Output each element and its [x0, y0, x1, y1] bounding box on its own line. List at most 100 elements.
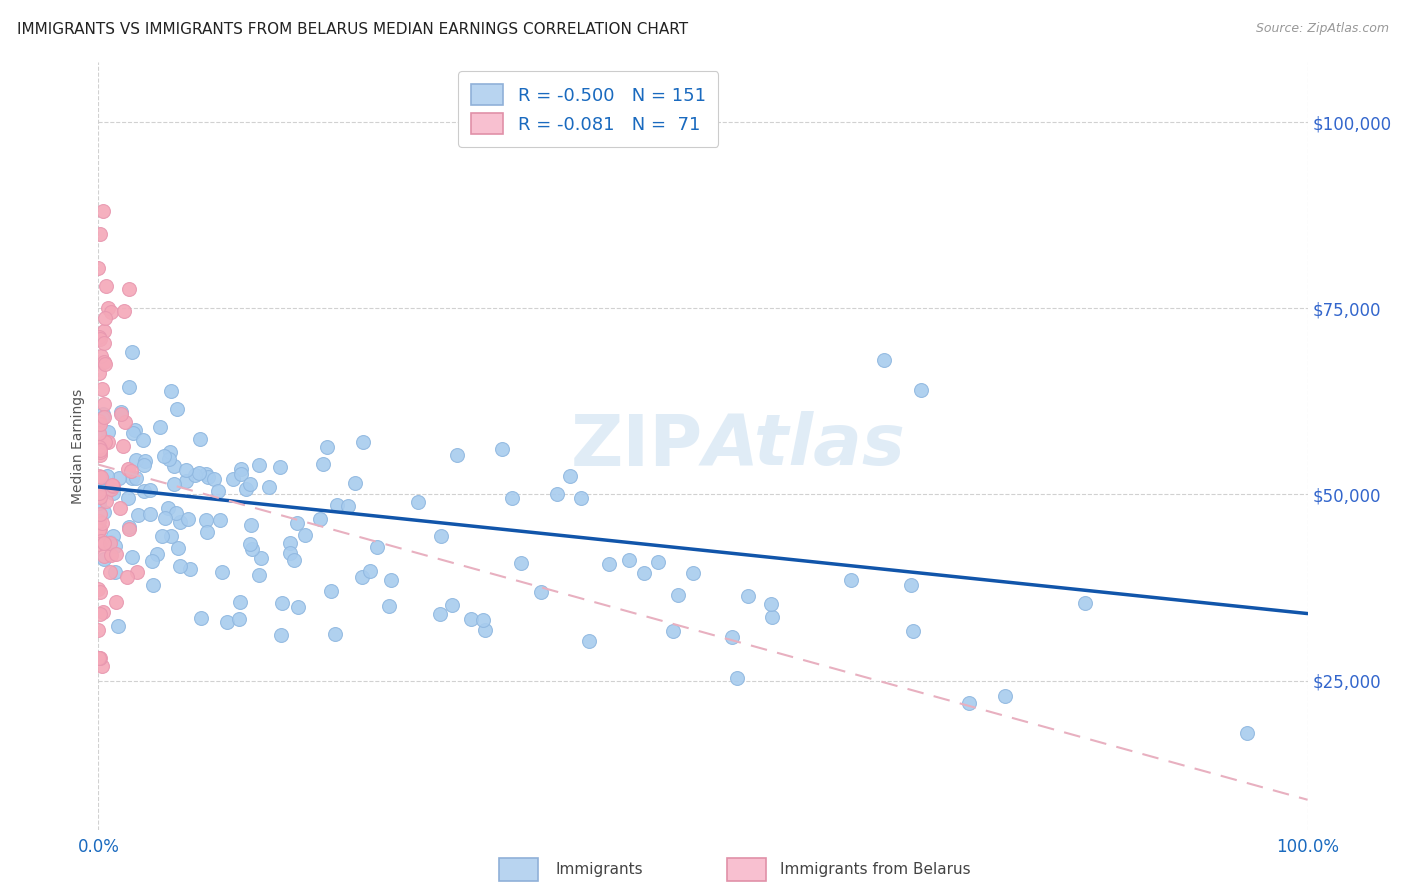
- Point: [759, 597, 782, 611]
- Point: [278, 536, 301, 550]
- Point: [179, 561, 201, 575]
- Point: [197, 470, 219, 484]
- Point: [87, 330, 110, 344]
- Point: [617, 553, 640, 567]
- Point: [165, 507, 187, 521]
- Point: [94, 310, 117, 325]
- Point: [89, 585, 111, 599]
- Point: [166, 401, 188, 416]
- Point: [222, 472, 245, 486]
- Point: [112, 304, 135, 318]
- Text: ZIP: ZIP: [571, 411, 703, 481]
- Point: [90, 410, 112, 425]
- Point: [174, 474, 197, 488]
- Point: [89, 445, 111, 459]
- Point: [89, 522, 111, 536]
- Point: [195, 524, 218, 539]
- Point: [250, 550, 273, 565]
- Point: [87, 426, 110, 441]
- Point: [89, 417, 111, 431]
- Point: [105, 595, 128, 609]
- Point: [283, 553, 305, 567]
- Point: [169, 515, 191, 529]
- Point: [121, 345, 143, 359]
- Point: [91, 473, 114, 487]
- Point: [132, 433, 155, 447]
- Point: [188, 466, 211, 480]
- Point: [97, 483, 120, 497]
- Point: [184, 468, 207, 483]
- Point: [93, 397, 115, 411]
- Point: [132, 484, 155, 499]
- Point: [107, 619, 129, 633]
- Point: [87, 260, 110, 275]
- Point: [114, 415, 136, 429]
- Point: [211, 565, 233, 579]
- Point: [93, 357, 115, 371]
- Point: [873, 353, 896, 368]
- Point: [125, 453, 148, 467]
- Point: [90, 481, 112, 495]
- Point: [737, 589, 759, 603]
- Text: Immigrants: Immigrants: [555, 863, 643, 877]
- Point: [509, 556, 531, 570]
- Point: [235, 482, 257, 496]
- Point: [89, 651, 111, 665]
- Point: [910, 383, 932, 397]
- Point: [87, 496, 110, 510]
- Point: [271, 596, 294, 610]
- Point: [257, 480, 280, 494]
- Point: [377, 599, 399, 613]
- Point: [87, 623, 110, 637]
- Point: [319, 584, 342, 599]
- Point: [96, 494, 118, 508]
- Point: [87, 582, 110, 596]
- Point: [202, 472, 225, 486]
- Point: [139, 483, 162, 498]
- Point: [142, 578, 165, 592]
- Point: [97, 480, 120, 494]
- Point: [238, 477, 260, 491]
- Point: [104, 565, 127, 579]
- Point: [98, 565, 121, 579]
- Point: [93, 410, 115, 425]
- Point: [240, 541, 263, 556]
- Point: [87, 469, 110, 483]
- Point: [134, 458, 156, 472]
- Point: [87, 514, 110, 528]
- Point: [146, 547, 169, 561]
- Point: [406, 494, 429, 508]
- Point: [153, 511, 176, 525]
- Point: [104, 539, 127, 553]
- Point: [994, 689, 1017, 703]
- Point: [352, 435, 374, 450]
- Point: [90, 350, 112, 364]
- Point: [93, 552, 115, 566]
- Point: [280, 546, 302, 560]
- Point: [89, 442, 111, 456]
- Point: [93, 505, 115, 519]
- Point: [156, 501, 179, 516]
- Point: [87, 485, 110, 500]
- Point: [105, 547, 128, 561]
- Point: [97, 434, 120, 449]
- Point: [1236, 725, 1258, 739]
- Point: [174, 463, 197, 477]
- Point: [91, 516, 114, 530]
- Point: [344, 476, 367, 491]
- Point: [440, 598, 463, 612]
- Point: [725, 671, 748, 685]
- Point: [91, 658, 114, 673]
- Point: [100, 536, 122, 550]
- Point: [100, 483, 122, 497]
- Point: [91, 407, 114, 421]
- Point: [309, 512, 332, 526]
- Point: [163, 476, 186, 491]
- Point: [118, 380, 141, 394]
- Point: [578, 634, 600, 648]
- Point: [90, 533, 112, 548]
- Point: [117, 461, 139, 475]
- Point: [89, 227, 111, 241]
- Point: [98, 535, 121, 549]
- Point: [101, 479, 124, 493]
